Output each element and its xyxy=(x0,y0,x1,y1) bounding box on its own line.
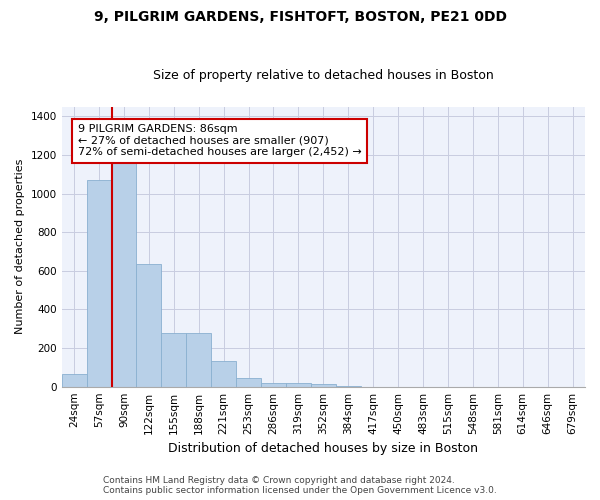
Bar xyxy=(136,264,161,386)
Bar xyxy=(86,180,112,386)
Bar xyxy=(286,383,311,386)
X-axis label: Distribution of detached houses by size in Boston: Distribution of detached houses by size … xyxy=(169,442,478,455)
Bar xyxy=(236,378,261,386)
Text: 9, PILGRIM GARDENS, FISHTOFT, BOSTON, PE21 0DD: 9, PILGRIM GARDENS, FISHTOFT, BOSTON, PE… xyxy=(94,10,506,24)
Bar xyxy=(62,374,86,386)
Bar xyxy=(211,360,236,386)
Y-axis label: Number of detached properties: Number of detached properties xyxy=(15,159,25,334)
Text: Contains HM Land Registry data © Crown copyright and database right 2024.
Contai: Contains HM Land Registry data © Crown c… xyxy=(103,476,497,495)
Title: Size of property relative to detached houses in Boston: Size of property relative to detached ho… xyxy=(153,69,494,82)
Bar xyxy=(186,332,211,386)
Text: 9 PILGRIM GARDENS: 86sqm
← 27% of detached houses are smaller (907)
72% of semi-: 9 PILGRIM GARDENS: 86sqm ← 27% of detach… xyxy=(78,124,362,158)
Bar xyxy=(161,332,186,386)
Bar xyxy=(261,383,286,386)
Bar xyxy=(311,384,336,386)
Bar xyxy=(112,162,136,386)
